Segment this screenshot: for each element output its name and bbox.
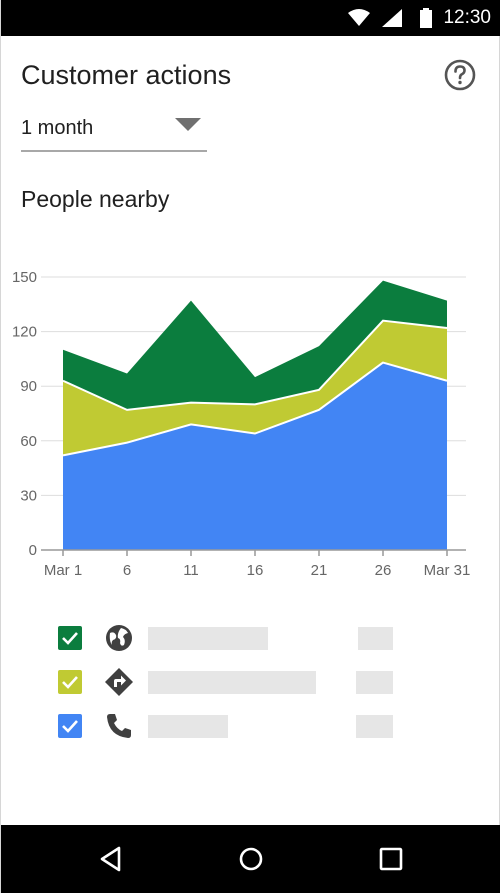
series-area-0 — [63, 362, 447, 550]
home-icon[interactable] — [234, 842, 268, 876]
date-range-value: 1 month — [21, 117, 94, 139]
y-tick-label: 150 — [12, 269, 37, 286]
y-tick-label: 0 — [29, 542, 37, 559]
legend-checkbox-website[interactable] — [58, 626, 82, 650]
help-icon[interactable] — [443, 58, 477, 92]
dropdown-arrow-icon — [175, 118, 201, 131]
legend-row-calls[interactable] — [1, 708, 500, 748]
x-tick-label: 11 — [183, 562, 199, 579]
chart-title: People nearby — [21, 186, 170, 212]
x-tick-label: 16 — [247, 562, 264, 579]
x-tick-label: 21 — [311, 562, 328, 579]
date-range-dropdown[interactable]: 1 month — [21, 110, 207, 152]
x-tick-label: 6 — [123, 562, 131, 579]
legend-value-placeholder — [358, 627, 393, 650]
checkmark-icon — [62, 632, 78, 645]
navigation-bar — [1, 825, 500, 893]
y-tick-label: 90 — [20, 378, 37, 395]
series-area-1 — [63, 320, 447, 456]
series-boundary-line-1 — [62, 319, 448, 411]
back-icon[interactable] — [95, 842, 129, 876]
page-title: Customer actions — [21, 60, 232, 90]
legend-label-placeholder — [148, 715, 228, 738]
battery-icon — [420, 8, 432, 28]
series-boundary-line-0 — [62, 361, 448, 457]
directions-icon — [105, 668, 133, 696]
legend-checkbox-directions[interactable] — [58, 670, 82, 694]
legend-row-directions[interactable] — [1, 664, 500, 704]
recents-icon[interactable] — [374, 842, 408, 876]
status-time: 12:30 — [443, 7, 491, 28]
x-tick-label: Mar 31 — [424, 562, 471, 579]
globe-icon — [106, 625, 132, 651]
y-tick-label: 30 — [20, 487, 37, 504]
wifi-icon — [348, 9, 370, 26]
series-area-2 — [63, 280, 447, 410]
y-tick-label: 60 — [20, 433, 37, 450]
legend-label-placeholder — [148, 627, 268, 650]
legend-label-placeholder — [148, 671, 316, 694]
phone-icon — [107, 714, 131, 738]
legend-row-website[interactable] — [1, 620, 500, 660]
stacked-area-chart: 0 30 60 90 120 150 Mar 1 6 11 16 21 26 Mar 31 — [12, 269, 471, 579]
signal-icon — [382, 9, 402, 27]
checkmark-icon — [62, 720, 78, 733]
y-tick-label: 120 — [12, 324, 37, 341]
legend-value-placeholder — [356, 671, 393, 694]
x-tick-label: 26 — [375, 562, 392, 579]
x-tick-label: Mar 1 — [44, 562, 82, 579]
legend-value-placeholder — [356, 715, 393, 738]
checkmark-icon — [62, 676, 78, 689]
status-bar: 12:30 — [1, 0, 500, 36]
legend-checkbox-calls[interactable] — [58, 714, 82, 738]
